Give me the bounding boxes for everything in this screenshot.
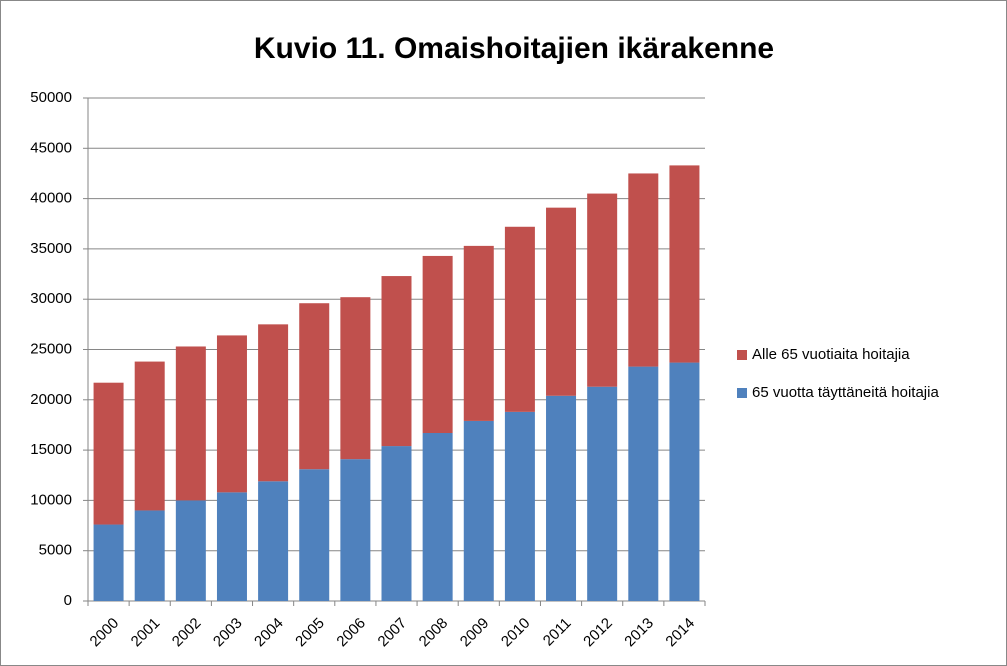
bar-segment [504, 226, 535, 412]
bar-segment [628, 173, 659, 367]
bar-segment [669, 362, 700, 601]
bar-segment [216, 492, 247, 601]
bar-segment [216, 335, 247, 493]
bar-segment [299, 303, 330, 470]
bar-segment [422, 255, 453, 433]
y-tick-label: 40000 [30, 190, 72, 207]
bar-segment [587, 386, 618, 601]
bar-segment [340, 459, 371, 601]
bar-segment [546, 207, 577, 396]
bar-segment [340, 297, 371, 460]
bar-segment [587, 193, 618, 387]
y-tick-label: 15000 [30, 441, 72, 458]
bar-segment [175, 500, 206, 601]
chart-title: Kuvio 11. Omaishoitajien ikärakenne [254, 32, 774, 65]
bar-segment [463, 245, 494, 421]
legend-label: 65 vuotta täyttäneitä hoitajia [752, 384, 939, 401]
bar-segment [258, 324, 289, 482]
legend-label: Alle 65 vuotiaita hoitajia [752, 346, 910, 363]
bar-segment [175, 346, 206, 501]
bar-segment [93, 524, 124, 601]
bar-segment [93, 382, 124, 525]
bar-segment [134, 510, 165, 601]
bar-segment [381, 276, 412, 447]
bar-segment [258, 481, 289, 601]
bar-segment [628, 366, 659, 601]
y-tick-label: 45000 [30, 139, 72, 156]
bar-segment [422, 432, 453, 601]
y-tick-label: 50000 [30, 89, 72, 106]
bar-segment [134, 361, 165, 511]
legend-swatch [737, 350, 747, 360]
bar-segment [463, 420, 494, 601]
y-tick-label: 10000 [30, 491, 72, 508]
bar-segment [504, 411, 535, 601]
bar-segment [381, 446, 412, 601]
bar-segment [299, 469, 330, 601]
legend-swatch [737, 388, 747, 398]
y-tick-label: 5000 [39, 542, 72, 559]
y-tick-label: 20000 [30, 391, 72, 408]
y-tick-label: 0 [64, 592, 72, 609]
bar-segment [546, 395, 577, 601]
y-tick-label: 25000 [30, 340, 72, 357]
y-tick-label: 30000 [30, 290, 72, 307]
y-tick-label: 35000 [30, 240, 72, 257]
bar-segment [669, 165, 700, 363]
